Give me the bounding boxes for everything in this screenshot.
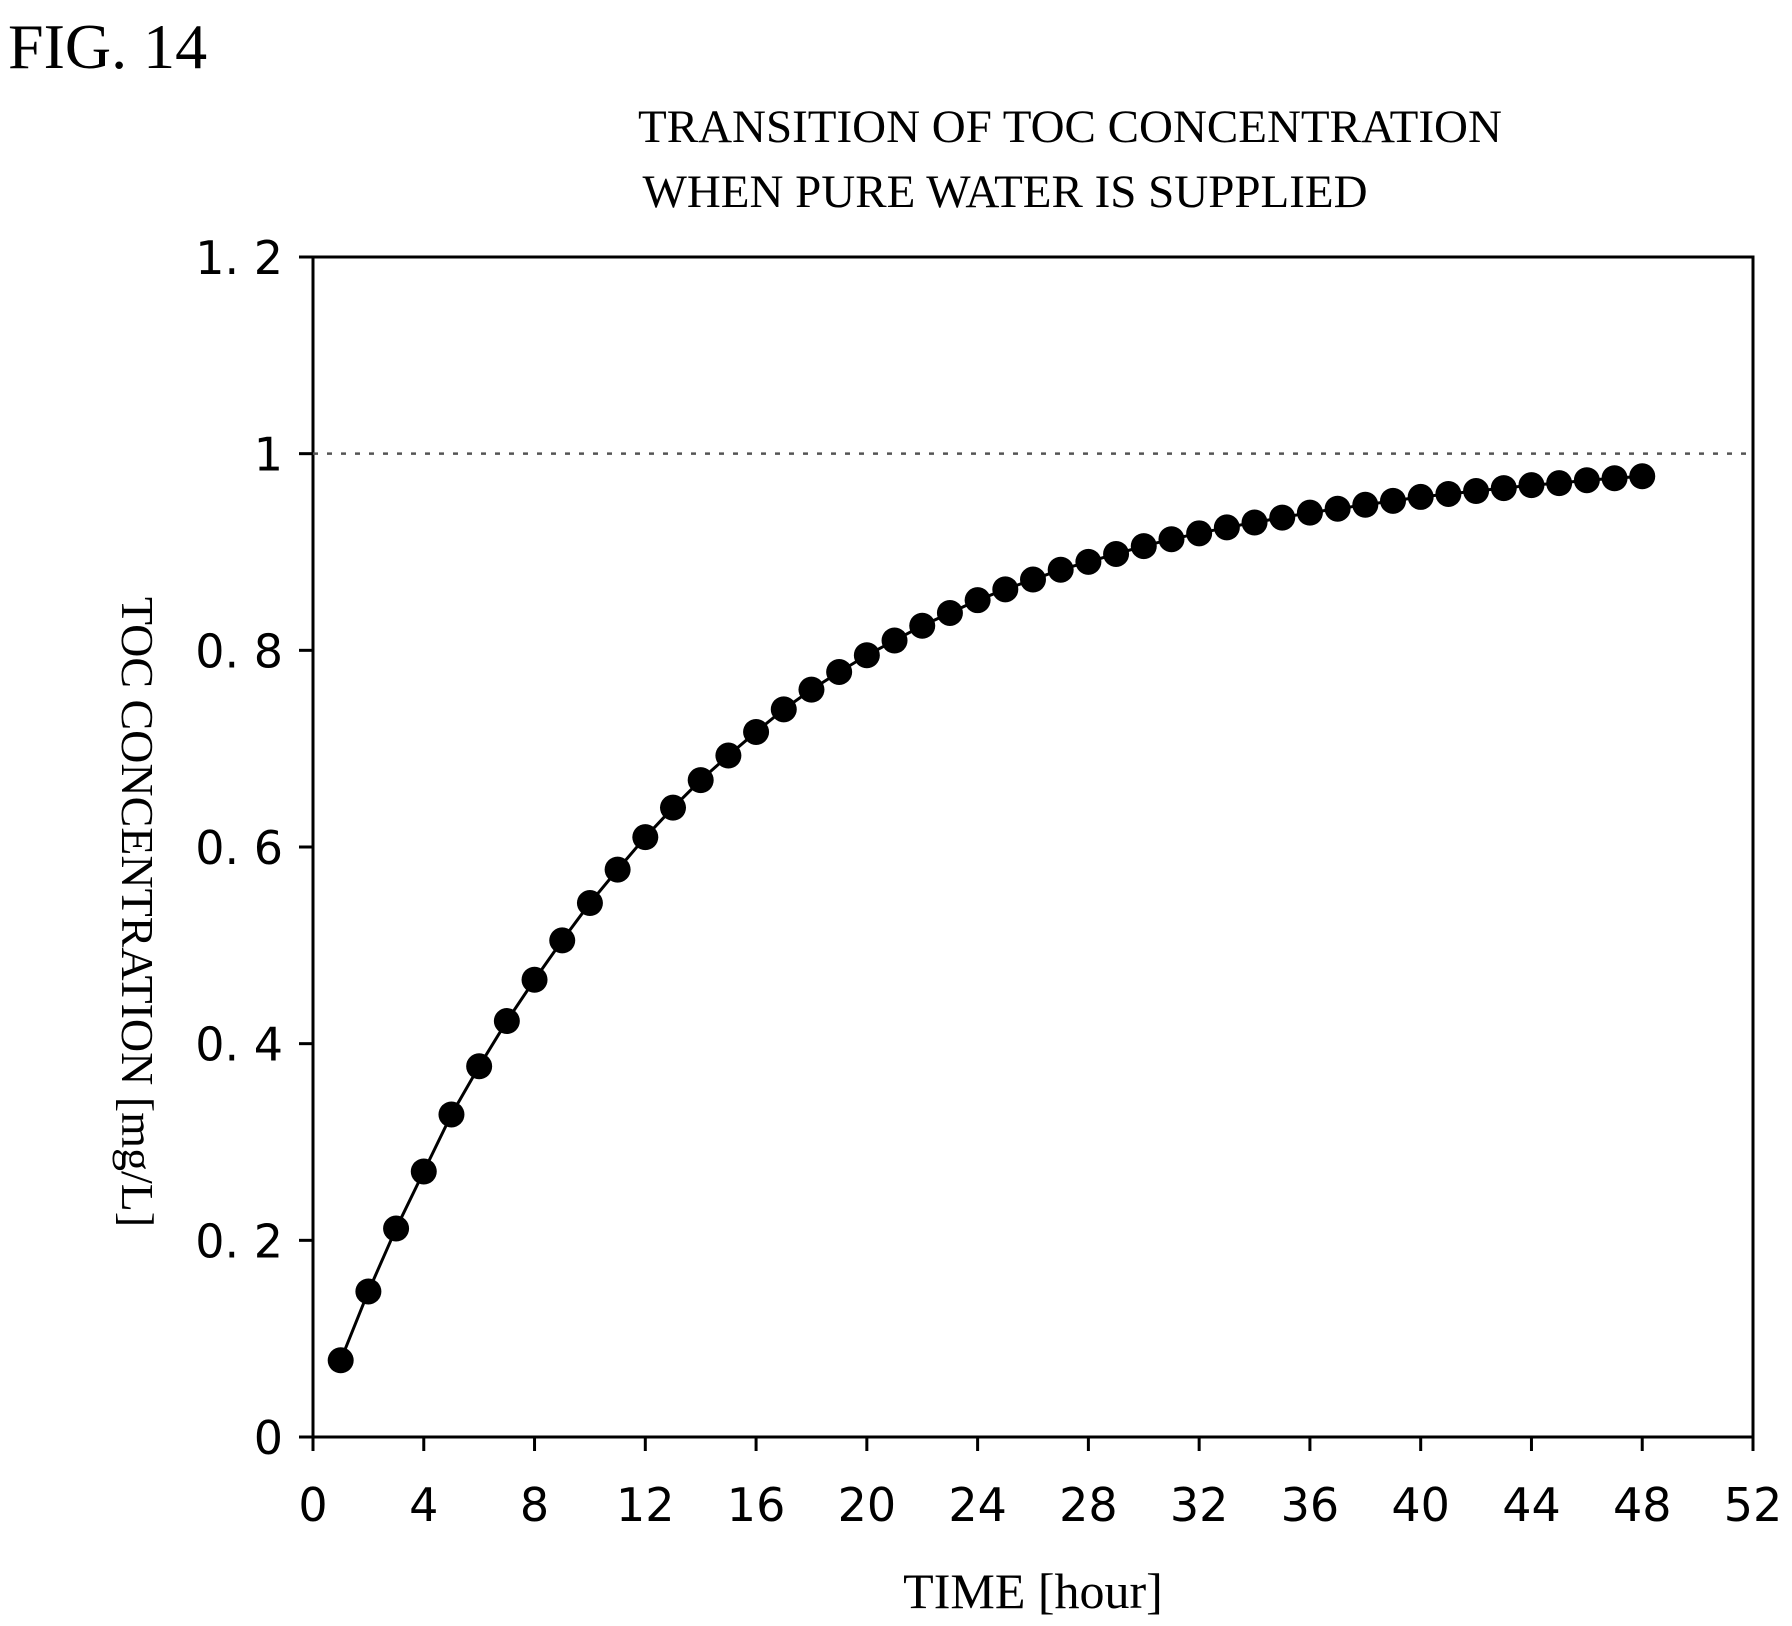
x-tick-label: 20 [838, 1478, 897, 1532]
y-tick-label: 0. 2 [195, 1214, 283, 1268]
x-tick-label: 24 [948, 1478, 1007, 1532]
data-point [1020, 566, 1046, 593]
data-point [1490, 475, 1517, 502]
data-point [327, 1347, 354, 1374]
y-axis-label: TOC CONCENTRATION [mg/L] [112, 597, 163, 1227]
data-point [770, 696, 797, 723]
data-point [493, 1008, 520, 1035]
x-tick-label: 28 [1059, 1478, 1118, 1532]
x-axis-label: TIME [hour] [903, 1563, 1163, 1619]
data-point [1352, 491, 1379, 518]
data-point [936, 599, 963, 626]
y-tick-label: 1. 2 [195, 231, 283, 285]
series-line [339, 474, 1643, 1361]
data-point [1186, 520, 1213, 547]
x-tick-label: 44 [1502, 1478, 1561, 1532]
data-point [1573, 467, 1600, 494]
plot-area-frame [311, 255, 1755, 1439]
x-tick-label: 0 [298, 1478, 327, 1532]
data-point [438, 1101, 465, 1128]
y-tick-label: 0. 6 [195, 821, 283, 875]
data-point [1269, 504, 1296, 531]
data-point [964, 587, 991, 614]
data-point [992, 576, 1019, 603]
x-tick-label: 16 [727, 1478, 786, 1532]
data-point [1075, 548, 1102, 575]
data-point [632, 824, 659, 851]
x-tick-label: 48 [1613, 1478, 1672, 1532]
data-point [549, 927, 576, 954]
data-point [798, 676, 825, 703]
data-point [1103, 540, 1130, 567]
data-point [1546, 470, 1573, 497]
data-point [521, 966, 548, 993]
data-point [1629, 463, 1656, 490]
data-point [1407, 483, 1434, 510]
chart-title-line-2: WHEN PURE WATER IS SUPPLIED [642, 166, 1367, 218]
data-point [1601, 465, 1628, 492]
data-point [355, 1278, 382, 1305]
figure-label: FIG. 14 [8, 11, 207, 82]
x-tick-label: 52 [1724, 1478, 1783, 1532]
data-point [383, 1215, 410, 1242]
data-point [1158, 526, 1185, 553]
data-point [660, 794, 686, 821]
chart-title-line-1: TRANSITION OF TOC CONCENTRATION [638, 101, 1502, 153]
data-point [687, 767, 714, 794]
data-point [1435, 480, 1462, 507]
data-point [881, 627, 908, 654]
data-point [1213, 514, 1240, 541]
y-tick-label: 1 [254, 428, 283, 482]
data-point [466, 1053, 493, 1080]
data-point [909, 612, 936, 639]
data-point [715, 742, 742, 769]
data-point [743, 718, 770, 745]
x-tick-label: 36 [1281, 1478, 1340, 1532]
x-tick-label: 4 [409, 1478, 438, 1532]
data-point [826, 658, 853, 685]
data-point [1130, 533, 1157, 560]
x-tick-label: 8 [520, 1478, 549, 1532]
data-point [604, 856, 631, 883]
y-tick-label: 0. 8 [195, 624, 283, 678]
x-tick-label: 32 [1170, 1478, 1229, 1532]
x-tick-label: 12 [616, 1478, 675, 1532]
data-point [1380, 487, 1406, 514]
data-point [1296, 499, 1323, 526]
data-point [1324, 495, 1351, 522]
data-point [576, 890, 603, 917]
y-tick-label: 0. 4 [195, 1018, 283, 1072]
data-point [1463, 478, 1490, 505]
data-point [410, 1158, 437, 1185]
data-point [853, 642, 880, 669]
x-tick-label: 40 [1391, 1478, 1450, 1532]
data-point [1518, 472, 1545, 499]
y-tick-label: 0 [254, 1411, 283, 1465]
data-point [1047, 556, 1074, 583]
data-point [1241, 509, 1268, 536]
